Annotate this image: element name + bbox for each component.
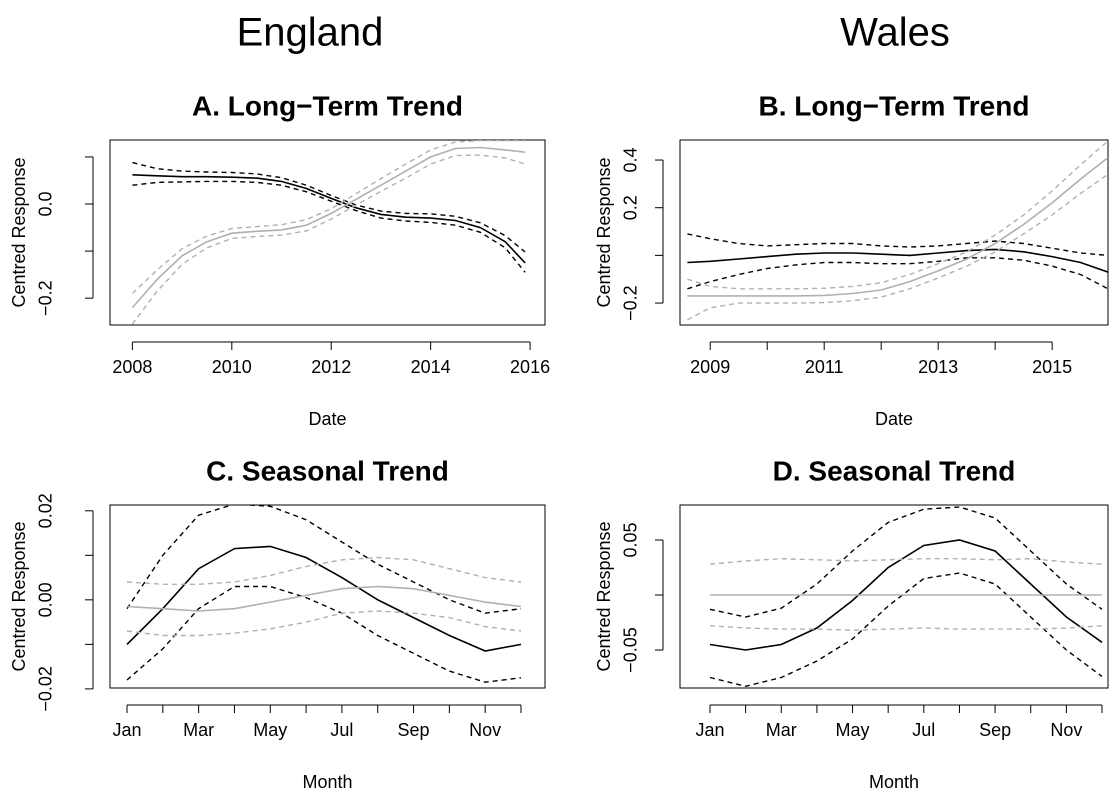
confidence-line [687,257,1108,290]
confidence-line [687,233,1108,257]
y-tick-label: 0.00 [36,582,56,617]
x-tick-label: Sep [398,720,430,740]
confidence-line [687,173,1108,321]
confidence-line [131,154,526,325]
trend-line [132,174,526,264]
x-tick-label: 2011 [805,357,844,377]
x-tick-label: Jul [912,720,935,740]
trend-line [126,545,522,652]
y-tick-label: 0.02 [36,493,56,528]
trend-line [131,146,526,309]
y-axis-title: Centred Response [594,521,614,671]
confidence-line [126,556,522,585]
x-tick-label: 2014 [411,357,451,377]
x-tick-label: Jan [112,720,141,740]
x-tick-label: Mar [183,720,214,740]
y-tick-label: 0.4 [621,148,641,173]
x-axis-title: Month [869,772,919,790]
plot-frame [679,504,1109,689]
plot-frame [109,504,546,689]
y-tick-label: 0.2 [621,195,641,220]
column-title: England [237,11,384,55]
x-tick-label: 2013 [918,357,958,377]
x-tick-label: 2010 [212,357,252,377]
y-tick-label: −0.05 [621,627,641,673]
y-tick-label: −0.2 [36,280,56,316]
confidence-line [709,506,1103,618]
x-tick-label: Nov [1050,720,1082,740]
confidence-line [132,161,526,253]
trend-line [687,248,1108,273]
y-tick-label: −0.2 [621,285,641,321]
confidence-line [709,557,1103,565]
x-tick-label: Sep [979,720,1011,740]
x-axis-title: Date [875,409,913,429]
trend-line [709,539,1103,651]
x-axis-title: Date [308,409,346,429]
confidence-line [709,625,1103,631]
y-tick-label: 0.0 [36,192,56,217]
x-tick-label: 2015 [1032,357,1072,377]
y-axis-title: Centred Response [9,521,29,671]
trend-line [126,585,522,612]
x-tick-label: Mar [766,720,797,740]
y-tick-label: 0.05 [621,522,641,557]
confidence-line [709,572,1103,688]
confidence-line [126,610,522,637]
x-tick-label: May [836,720,870,740]
x-tick-label: Jan [695,720,724,740]
x-tick-label: May [253,720,287,740]
chart-title: C. Seasonal Trend [206,455,449,486]
chart-title: B. Long−Term Trend [759,90,1030,121]
x-tick-label: 2016 [510,357,550,377]
plot-frame [679,139,1109,326]
chart-title: D. Seasonal Trend [773,455,1016,486]
chart-title: A. Long−Term Trend [192,90,463,121]
x-tick-label: 2012 [311,357,351,377]
plot-frame [109,139,546,326]
confidence-line [132,180,526,273]
confidence-line [131,140,526,295]
y-axis-title: Centred Response [9,157,29,307]
confidence-line [126,585,522,683]
x-tick-label: 2008 [112,357,152,377]
x-axis-title: Month [302,772,352,790]
y-axis-title: Centred Response [594,157,614,307]
confidence-line [126,505,522,614]
y-tick-label: −0.02 [36,666,56,712]
trend-line [687,156,1108,297]
x-tick-label: 2009 [690,357,730,377]
confidence-line [687,140,1108,290]
x-tick-label: Nov [469,720,501,740]
x-tick-label: Jul [330,720,353,740]
column-title: Wales [840,11,950,55]
